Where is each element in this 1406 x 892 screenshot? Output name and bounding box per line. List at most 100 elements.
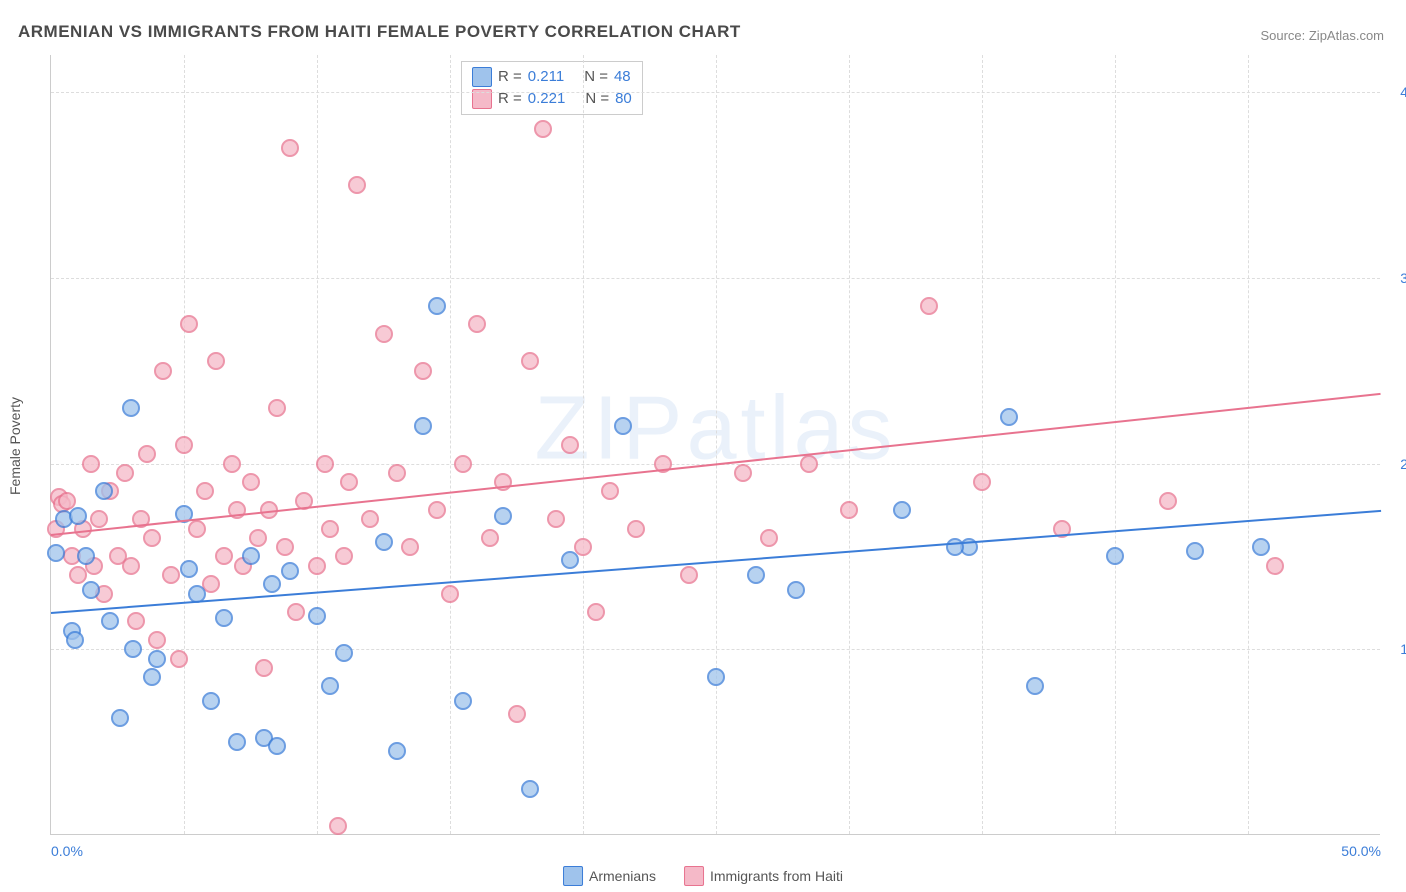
data-point	[441, 585, 459, 603]
data-point	[561, 436, 579, 454]
data-point	[316, 455, 334, 473]
legend-label-haiti: Immigrants from Haiti	[710, 868, 843, 884]
chart-container: ARMENIAN VS IMMIGRANTS FROM HAITI FEMALE…	[0, 0, 1406, 892]
gridline-v	[1115, 55, 1116, 834]
swatch-armenians-icon	[472, 67, 492, 87]
gridline-v	[716, 55, 717, 834]
data-point	[946, 538, 964, 556]
data-point	[893, 501, 911, 519]
gridline-v	[982, 55, 983, 834]
gridline-v	[583, 55, 584, 834]
data-point	[335, 547, 353, 565]
data-point	[276, 538, 294, 556]
data-point	[268, 399, 286, 417]
swatch-haiti-bottom-icon	[684, 866, 704, 886]
data-point	[90, 510, 108, 528]
data-point	[215, 547, 233, 565]
r-value-armenians: 0.211	[528, 66, 564, 88]
data-point	[143, 529, 161, 547]
data-point	[1000, 408, 1018, 426]
gridline-v	[1248, 55, 1249, 834]
series-legend: Armenians Immigrants from Haiti	[563, 866, 843, 886]
data-point	[255, 659, 273, 677]
data-point	[454, 692, 472, 710]
data-point	[340, 473, 358, 491]
data-point	[188, 520, 206, 538]
data-point	[521, 780, 539, 798]
data-point	[170, 650, 188, 668]
data-point	[1266, 557, 1284, 575]
data-point	[375, 325, 393, 343]
data-point	[148, 631, 166, 649]
data-point	[734, 464, 752, 482]
data-point	[148, 650, 166, 668]
data-point	[138, 445, 156, 463]
ytick-label: 40.0%	[1385, 84, 1406, 100]
data-point	[143, 668, 161, 686]
ytick-label: 20.0%	[1385, 456, 1406, 472]
data-point	[428, 501, 446, 519]
data-point	[281, 139, 299, 157]
n-value-armenians: 48	[614, 66, 631, 88]
data-point	[388, 464, 406, 482]
data-point	[680, 566, 698, 584]
data-point	[468, 315, 486, 333]
chart-title: ARMENIAN VS IMMIGRANTS FROM HAITI FEMALE…	[18, 22, 741, 42]
data-point	[207, 352, 225, 370]
data-point	[69, 566, 87, 584]
r-label: R =	[498, 66, 522, 88]
data-point	[162, 566, 180, 584]
data-point	[1252, 538, 1270, 556]
data-point	[508, 705, 526, 723]
data-point	[375, 533, 393, 551]
data-point	[561, 551, 579, 569]
data-point	[1186, 542, 1204, 560]
data-point	[494, 507, 512, 525]
data-point	[587, 603, 605, 621]
data-point	[154, 362, 172, 380]
data-point	[263, 575, 281, 593]
data-point	[122, 399, 140, 417]
data-point	[95, 482, 113, 500]
gridline-v	[450, 55, 451, 834]
data-point	[627, 520, 645, 538]
data-point	[614, 417, 632, 435]
data-point	[223, 455, 241, 473]
correlation-legend: R = 0.211 N = 48 R = 0.221 N = 80	[461, 61, 643, 115]
data-point	[348, 176, 366, 194]
data-point	[401, 538, 419, 556]
data-point	[281, 562, 299, 580]
data-point	[116, 464, 134, 482]
data-point	[308, 607, 326, 625]
data-point	[454, 455, 472, 473]
legend-item-armenians: Armenians	[563, 866, 656, 886]
data-point	[574, 538, 592, 556]
n-label: N =	[584, 66, 608, 88]
data-point	[920, 297, 938, 315]
data-point	[202, 692, 220, 710]
data-point	[111, 709, 129, 727]
data-point	[335, 644, 353, 662]
data-point	[787, 581, 805, 599]
legend-label-armenians: Armenians	[589, 868, 656, 884]
data-point	[127, 612, 145, 630]
data-point	[242, 473, 260, 491]
data-point	[124, 640, 142, 658]
data-point	[101, 612, 119, 630]
data-point	[760, 529, 778, 547]
data-point	[534, 120, 552, 138]
data-point	[242, 547, 260, 565]
data-point	[77, 547, 95, 565]
data-point	[800, 455, 818, 473]
data-point	[249, 529, 267, 547]
data-point	[321, 677, 339, 695]
data-point	[66, 631, 84, 649]
data-point	[707, 668, 725, 686]
data-point	[1026, 677, 1044, 695]
data-point	[82, 581, 100, 599]
data-point	[481, 529, 499, 547]
source-label: Source: ZipAtlas.com	[1260, 28, 1384, 43]
data-point	[47, 544, 65, 562]
data-point	[329, 817, 347, 835]
data-point	[840, 501, 858, 519]
